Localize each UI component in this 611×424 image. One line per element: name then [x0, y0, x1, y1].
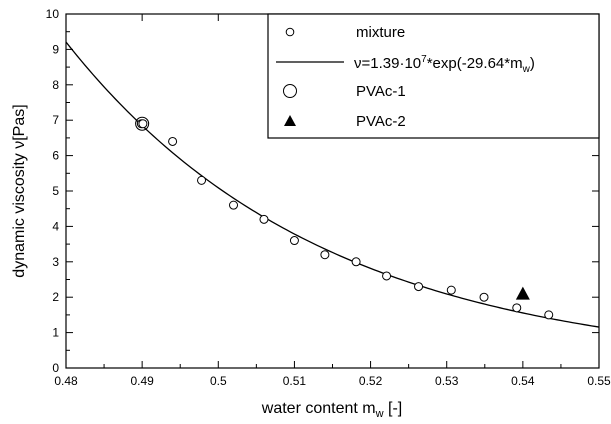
x-axis-label: water content mw [-]: [261, 400, 402, 420]
y-tick-label: 1: [52, 326, 59, 340]
legend-marker-mixture: [285, 27, 295, 37]
point-pvac1: [135, 116, 150, 131]
x-axis-label-subscript: w: [375, 408, 384, 420]
x-tick-label: 0.51: [283, 374, 307, 388]
point-mixture: [289, 236, 299, 246]
point-mixture: [168, 136, 178, 146]
y-axis-ticks: 0 1 2 3 4 5 6 7 8 9 10: [46, 7, 599, 375]
y-tick-label: 9: [52, 42, 59, 56]
y-tick-label: 2: [52, 290, 59, 304]
fit-curve: [65, 41, 600, 328]
point-mixture: [197, 175, 207, 185]
point-mixture: [382, 271, 392, 281]
y-axis-label: dynamic viscosity ν[Pas]: [11, 104, 28, 277]
legend-label-pvac1: PVAc-1: [356, 83, 406, 100]
legend-label-mixture: mixture: [356, 24, 405, 41]
plot-area: 0 1 2 3 4 5 6 7 8 9 10 0.48 0.49 0.5 0.51 0.52 0.53 0.54…: [46, 7, 611, 388]
legend-marker-pvac2: [284, 115, 296, 126]
point-mixture: [229, 200, 239, 210]
x-tick-label: 0.55: [587, 374, 611, 388]
point-mixture: [351, 257, 361, 267]
y-tick-label: 3: [52, 255, 59, 269]
x-tick-label: 0.53: [435, 374, 459, 388]
point-mixture: [138, 119, 148, 129]
point-mixture: [479, 292, 489, 302]
point-mixture: [259, 214, 269, 224]
y-tick-label: 0: [52, 361, 59, 375]
x-tick-label: 0.49: [130, 374, 154, 388]
y-tick-label: 8: [52, 78, 59, 92]
point-mixture: [512, 303, 522, 313]
y-tick-label: 6: [52, 149, 59, 163]
y-tick-label: 5: [52, 184, 59, 198]
point-mixture: [414, 282, 424, 292]
legend-label-pvac2: PVAc-2: [356, 113, 406, 130]
x-tick-label: 0.48: [54, 374, 78, 388]
point-mixture: [544, 310, 554, 320]
x-tick-label: 0.54: [511, 374, 535, 388]
data-points: [135, 116, 554, 320]
legend: mixture ν=1.39·107*exp(-29.64*mw) PVAc-1…: [267, 13, 600, 139]
point-mixture: [320, 250, 330, 260]
point-pvac2: [515, 286, 530, 300]
x-tick-label: 0.52: [359, 374, 383, 388]
legend-box: [267, 13, 600, 139]
y-tick-label: 4: [52, 219, 59, 233]
x-axis-ticks: 0.48 0.49 0.5 0.51 0.52 0.53 0.54 0.55: [54, 14, 611, 388]
y-tick-label: 10: [46, 7, 60, 21]
point-mixture: [446, 285, 456, 295]
y-tick-label: 7: [52, 113, 59, 127]
legend-marker-pvac1: [283, 84, 297, 98]
x-tick-label: 0.5: [210, 374, 227, 388]
legend-label-fit: ν=1.39·107*exp(-29.64*mw): [354, 54, 535, 75]
